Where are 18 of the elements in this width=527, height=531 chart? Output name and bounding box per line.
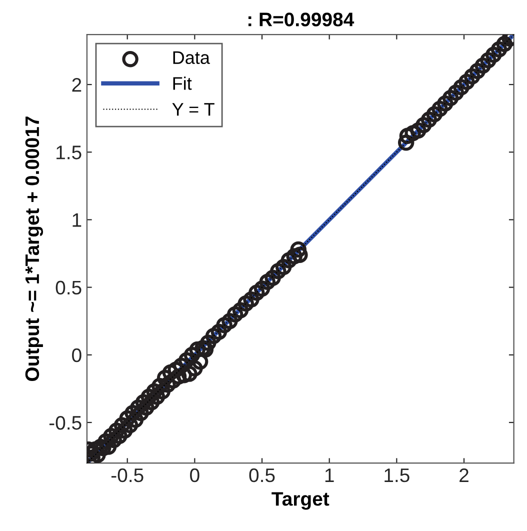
y-tick-label: 2 (72, 78, 82, 92)
x-tick-label: -0.5 (111, 468, 144, 482)
x-tick-label: 1 (325, 468, 334, 482)
y-tick-label: 1.5 (56, 146, 82, 160)
legend-label: Data (173, 51, 210, 64)
x-tick-label: 0 (190, 468, 200, 482)
legend-label: Fit (173, 76, 192, 90)
x-tick-label: 1.5 (384, 468, 410, 482)
y-axis-title: Output ~= 1*Target + 0.00017 (25, 116, 44, 381)
y-tick-label: -0.5 (49, 416, 82, 430)
x-tick-label: 2 (460, 468, 468, 482)
x-axis-title: Target (272, 492, 330, 510)
y-tick-label: 0 (72, 348, 82, 362)
x-tick-label: 0.5 (249, 468, 275, 482)
y-tick-label: 0.5 (56, 280, 82, 295)
y-tick-label: 1 (72, 213, 82, 227)
legend-label: Y = T (172, 103, 214, 116)
chart-title: : R=0.99984 (248, 12, 354, 26)
